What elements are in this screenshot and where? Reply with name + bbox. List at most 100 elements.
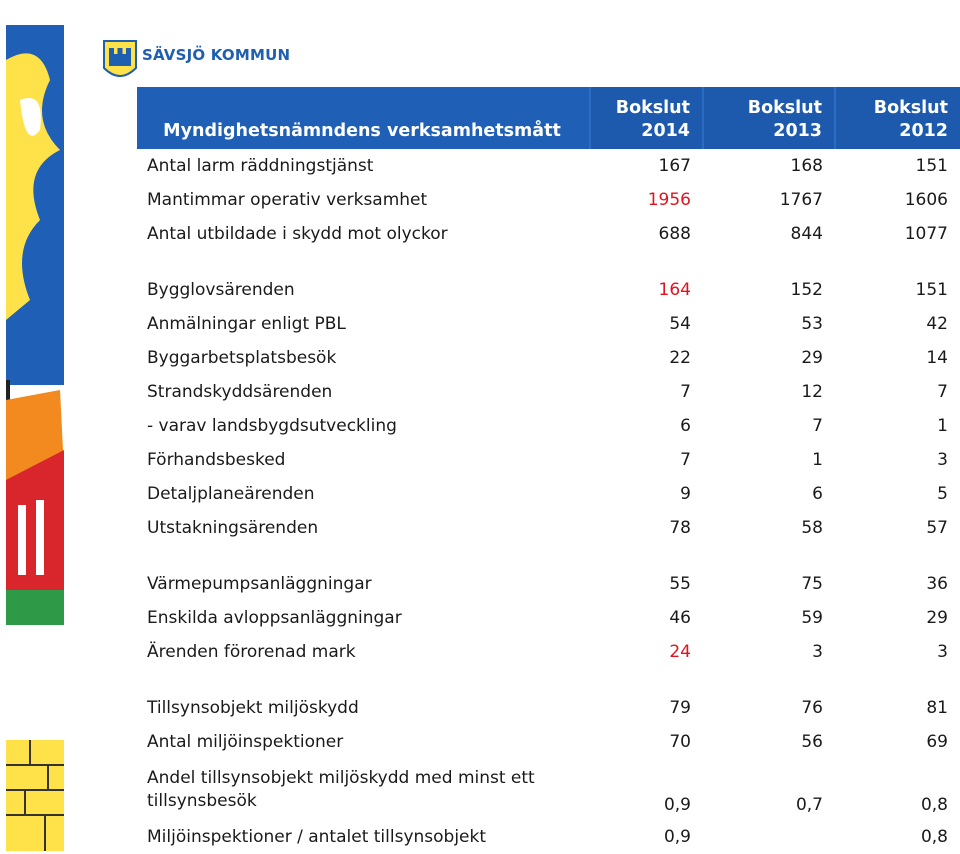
value-cell: 0,9	[663, 826, 691, 847]
data-row: Utstakningsärenden 78 58 57	[137, 511, 960, 545]
data-row: Andel tillsynsobjekt miljöskydd med mins…	[137, 759, 960, 820]
value-cell: 0,7	[795, 795, 823, 815]
value-cell: 5	[937, 483, 948, 504]
group-gap	[137, 669, 960, 691]
column-header: Myndighetsnämndens verksamhetsmått	[137, 87, 590, 149]
value-cell: 688	[658, 223, 691, 244]
value-cell: 55	[669, 573, 691, 594]
data-row: Mantimmar operativ verksamhet 1956 1767 160…	[137, 183, 960, 217]
value-cell: 844	[790, 223, 823, 244]
row-label: Detaljplaneärenden	[147, 483, 315, 504]
value-cell: 29	[801, 347, 823, 368]
value-cell: 7	[680, 449, 691, 470]
value-cell: 152	[790, 279, 823, 300]
row-label: Utstakningsärenden	[147, 517, 319, 538]
data-row: Enskilda avloppsanläggningar 46 59 29	[137, 601, 960, 635]
row-label: Bygglovsärenden	[147, 279, 295, 300]
value-cell: 78	[669, 517, 691, 538]
value-cell: 54	[669, 313, 691, 334]
value-cell: 53	[801, 313, 823, 334]
data-row: Tillsynsobjekt miljöskydd 79 76 81	[137, 691, 960, 725]
row-label: Tillsynsobjekt miljöskydd	[147, 697, 359, 718]
value-cell: 164	[658, 279, 691, 300]
value-cell	[703, 820, 835, 854]
data-row: Antal miljöinspektioner 70 56 69	[137, 725, 960, 759]
metrics-table: Myndighetsnämndens verksamhetsmått Bokslu…	[137, 87, 960, 854]
row-label: Antal utbildade i skydd mot olyckor	[147, 223, 448, 244]
gap-cell	[137, 251, 960, 273]
table-body: Antal larm räddningstjänst 167 168 151 Manti…	[137, 149, 960, 854]
data-row: Miljöinspektioner / antalet tillsynsobje…	[137, 820, 960, 854]
value-cell: 1	[812, 449, 823, 470]
value-cell: 3	[937, 449, 948, 470]
value-cell: 79	[669, 697, 691, 718]
data-row: Värmepumpsanläggningar 55 75 36	[137, 567, 960, 601]
value-cell: 0,8	[920, 795, 948, 815]
value-cell: 7	[937, 381, 948, 402]
data-row: Förhandsbesked 7 1 3	[137, 443, 960, 477]
value-cell: 1606	[904, 189, 948, 210]
data-row: - varav landsbygdsutveckling 6 7 1	[137, 409, 960, 443]
column-year: 2013	[773, 121, 822, 141]
value-cell: 36	[926, 573, 948, 594]
column-header: Bokslut 2012	[834, 87, 960, 149]
column-title: Bokslut	[747, 98, 822, 118]
value-cell: 0,8	[920, 826, 948, 847]
row-label: Andel tillsynsobjekt miljöskydd med mins…	[147, 767, 535, 811]
column-title: Bokslut	[873, 98, 948, 118]
value-cell: 151	[915, 155, 948, 176]
value-cell: 57	[926, 517, 948, 538]
value-cell: 1767	[779, 189, 823, 210]
value-cell: 1077	[904, 223, 948, 244]
value-cell: 167	[658, 155, 691, 176]
data-row: Bygglovsärenden 164 152 151	[137, 273, 960, 307]
column-title: Bokslut	[615, 98, 690, 118]
column-title: Myndighetsnämndens verksamhetsmått	[163, 121, 561, 141]
value-cell: 29	[926, 607, 948, 628]
value-cell: 14	[926, 347, 948, 368]
value-cell: 6	[812, 483, 823, 504]
row-label: Anmälningar enligt PBL	[147, 313, 346, 334]
row-label: Antal larm räddningstjänst	[147, 155, 374, 176]
data-row: Antal larm räddningstjänst 167 168 151	[137, 149, 960, 183]
row-label: Mantimmar operativ verksamhet	[147, 189, 428, 210]
value-cell: 58	[801, 517, 823, 538]
value-cell: 12	[801, 381, 823, 402]
row-label: Värmepumpsanläggningar	[147, 573, 372, 594]
value-cell: 7	[812, 415, 823, 436]
value-cell: 70	[669, 731, 691, 752]
row-label: Miljöinspektioner / antalet tillsynsobje…	[147, 826, 487, 847]
gap-cell	[137, 545, 960, 567]
value-cell: 75	[801, 573, 823, 594]
row-label: Strandskyddsärenden	[147, 381, 333, 402]
row-label: Byggarbetsplatsbesök	[147, 347, 337, 368]
data-row: Ärenden förorenad mark 24 3 3	[137, 635, 960, 669]
column-header: Bokslut 2014	[589, 87, 703, 149]
row-label: Förhandsbesked	[147, 449, 286, 470]
row-label: Ärenden förorenad mark	[147, 641, 356, 662]
value-cell: 1956	[647, 189, 691, 210]
decorative-strip	[0, 0, 66, 851]
value-cell: 3	[937, 641, 948, 662]
value-cell: 22	[669, 347, 691, 368]
value-cell: 24	[669, 641, 691, 662]
value-cell: 151	[915, 279, 948, 300]
column-header: Bokslut 2013	[702, 87, 835, 149]
row-label: Antal miljöinspektioner	[147, 731, 344, 752]
value-cell: 6	[680, 415, 691, 436]
value-cell: 42	[926, 313, 948, 334]
value-cell: 1	[937, 415, 948, 436]
logo-shield	[103, 40, 137, 77]
row-label: Enskilda avloppsanläggningar	[147, 607, 402, 628]
value-cell: 76	[801, 697, 823, 718]
value-cell: 59	[801, 607, 823, 628]
value-cell: 0,9	[663, 795, 691, 815]
data-row: Detaljplaneärenden 9 6 5	[137, 477, 960, 511]
gap-cell	[137, 669, 960, 691]
group-gap	[137, 251, 960, 273]
data-row: Anmälningar enligt PBL 54 53 42	[137, 307, 960, 341]
group-gap	[137, 545, 960, 567]
value-cell: 3	[812, 641, 823, 662]
logo-text: SÄVSJÖ KOMMUN	[142, 46, 291, 64]
